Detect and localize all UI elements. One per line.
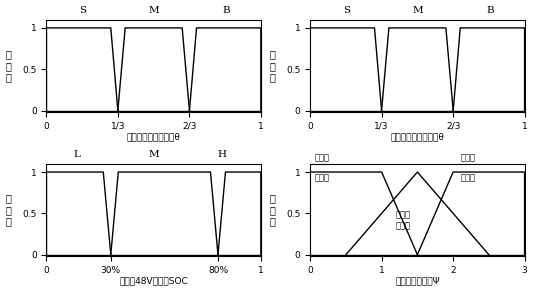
Y-axis label: 驶
属
度: 驶 属 度 bbox=[5, 194, 11, 227]
Text: 深度能: 深度能 bbox=[461, 153, 475, 162]
Y-axis label: 驶
属
度: 驶 属 度 bbox=[269, 49, 275, 83]
Text: S: S bbox=[79, 6, 86, 15]
Text: S: S bbox=[343, 6, 350, 15]
Text: 轻度能: 轻度能 bbox=[314, 153, 329, 162]
Text: 量回收: 量回收 bbox=[396, 221, 411, 230]
Text: 量回收: 量回收 bbox=[461, 173, 475, 182]
Text: M: M bbox=[148, 6, 159, 15]
Y-axis label: 驶
属
度: 驶 属 度 bbox=[269, 194, 275, 227]
Text: M: M bbox=[148, 150, 159, 159]
Text: H: H bbox=[218, 150, 227, 159]
Text: M: M bbox=[412, 6, 423, 15]
X-axis label: 输入：48V锂电池SOC: 输入：48V锂电池SOC bbox=[119, 276, 188, 285]
Y-axis label: 驶
属
度: 驶 属 度 bbox=[5, 49, 11, 83]
Text: 量回收: 量回收 bbox=[314, 173, 329, 182]
X-axis label: 输入：制动踏板开度θ: 输入：制动踏板开度θ bbox=[391, 132, 445, 141]
Text: B: B bbox=[487, 6, 494, 15]
Text: L: L bbox=[73, 150, 80, 159]
Text: B: B bbox=[223, 6, 230, 15]
Text: 中度能: 中度能 bbox=[396, 210, 411, 219]
X-axis label: 输出：转矩需求Ψ: 输出：转矩需求Ψ bbox=[395, 276, 440, 285]
X-axis label: 输入：加速踏板开度θ: 输入：加速踏板开度θ bbox=[127, 132, 181, 141]
